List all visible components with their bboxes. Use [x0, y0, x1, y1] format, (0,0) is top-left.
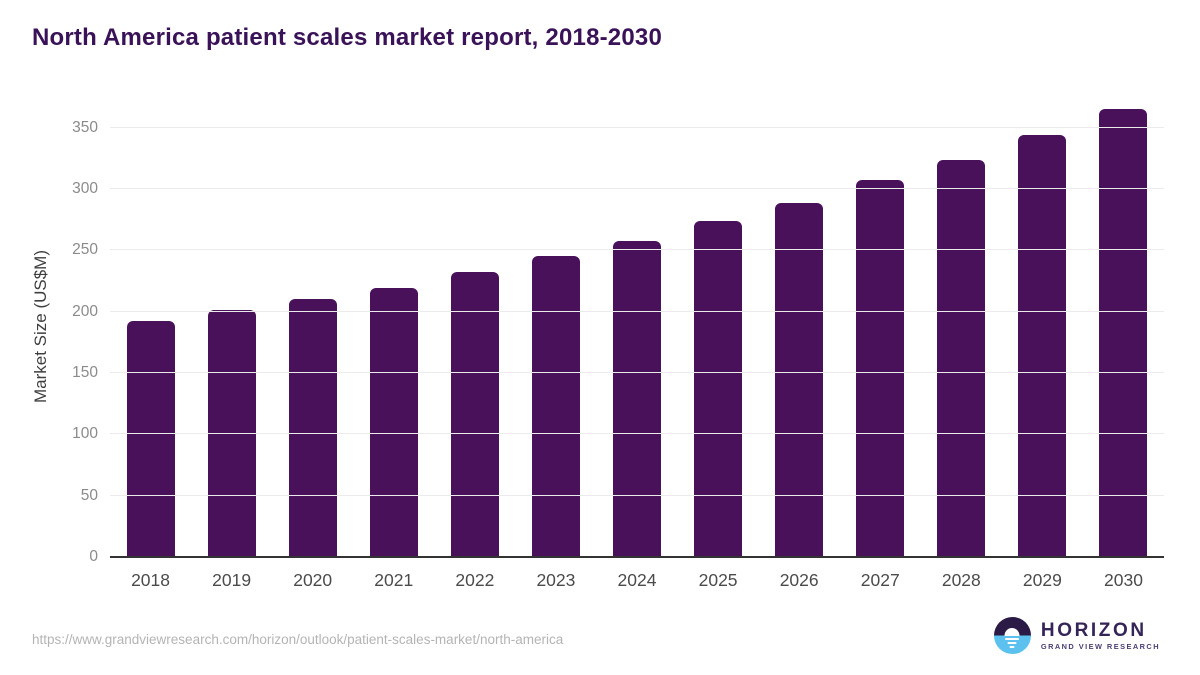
- sun-icon: [1004, 627, 1020, 636]
- source-url-link[interactable]: https://www.grandviewresearch.com/horizo…: [32, 632, 564, 647]
- bar-slot: [1083, 97, 1164, 557]
- bar-2020[interactable]: [288, 299, 337, 557]
- y-tick-label: 150: [72, 364, 98, 381]
- y-tick-label: 100: [72, 425, 98, 443]
- bar-slot: [921, 97, 1002, 557]
- gridline: [110, 188, 1164, 189]
- chart-title: North America patient scales market repo…: [32, 24, 662, 51]
- horizon-logo-text: HORIZON GRAND VIEW RESEARCH: [1040, 619, 1160, 651]
- x-axis-labels: 2018 2019 2020 2021 2022 2023 2024 2025 2026 2027…: [110, 570, 1164, 591]
- x-tick-label: 2029: [1022, 570, 1062, 590]
- bar-2026[interactable]: [775, 202, 824, 557]
- bar-2028[interactable]: [937, 159, 986, 557]
- x-tick-label: 2023: [536, 570, 576, 590]
- x-tick-label: 2019: [212, 570, 252, 590]
- x-tick-label: 2024: [617, 570, 657, 590]
- x-tick-label: 2018: [131, 570, 170, 590]
- bar-slot: [678, 97, 759, 557]
- bar-2022[interactable]: [450, 272, 499, 557]
- gridline: [110, 126, 1164, 128]
- y-tick-label: 250: [72, 241, 98, 259]
- x-axis-line: [110, 556, 1164, 558]
- bar-2023[interactable]: [531, 256, 580, 557]
- bar-2029[interactable]: [1018, 135, 1067, 557]
- horizon-logo-name: HORIZON: [1040, 619, 1147, 641]
- bar-slot: [110, 97, 191, 557]
- plot-area: 0 50 100 150 200 250 300 350: [72, 97, 1164, 565]
- horizon-logo: HORIZON GRAND VIEW RESEARCH: [993, 617, 1160, 654]
- x-tick-label: 2027: [860, 570, 900, 590]
- bar-2018[interactable]: [126, 321, 175, 557]
- bar-2021[interactable]: [369, 288, 418, 557]
- x-tick-label: 2020: [293, 570, 333, 590]
- bar-2027[interactable]: [856, 180, 905, 557]
- x-tick-label: 2030: [1104, 570, 1143, 590]
- x-tick-label: 2022: [455, 570, 495, 590]
- y-tick-label: 350: [72, 118, 98, 136]
- bar-2024[interactable]: [613, 240, 661, 557]
- gridline: [110, 494, 1164, 496]
- gridline: [110, 249, 1164, 251]
- bar-slot: [434, 97, 515, 557]
- bar-2030[interactable]: [1099, 109, 1148, 557]
- x-tick-label: 2021: [374, 570, 414, 590]
- x-tick-label: 2026: [779, 570, 819, 590]
- y-tick-label: 300: [72, 180, 98, 197]
- horizon-logo-subtitle: GRAND VIEW RESEARCH: [1040, 641, 1160, 651]
- gridline: [110, 372, 1164, 373]
- bar-slot: [596, 97, 677, 557]
- bar-slot: [272, 97, 353, 557]
- gridline: [110, 433, 1164, 435]
- y-tick-label: 50: [80, 486, 98, 504]
- x-tick-label: 2025: [698, 570, 738, 590]
- y-tick-label: 0: [89, 548, 98, 565]
- gridline: [110, 310, 1164, 312]
- bar-2025[interactable]: [694, 220, 743, 557]
- bar-slot: [353, 97, 434, 557]
- horizon-logo-icon: [993, 617, 1031, 654]
- bar-slot: [759, 97, 840, 557]
- bar-slot: [840, 97, 921, 557]
- bar-slot: [1002, 97, 1083, 557]
- y-tick-label: 200: [72, 302, 98, 320]
- x-tick-label: 2028: [941, 570, 981, 590]
- bar-slot: [515, 97, 596, 557]
- bar-slot: [191, 97, 272, 557]
- bars-row: [110, 97, 1164, 557]
